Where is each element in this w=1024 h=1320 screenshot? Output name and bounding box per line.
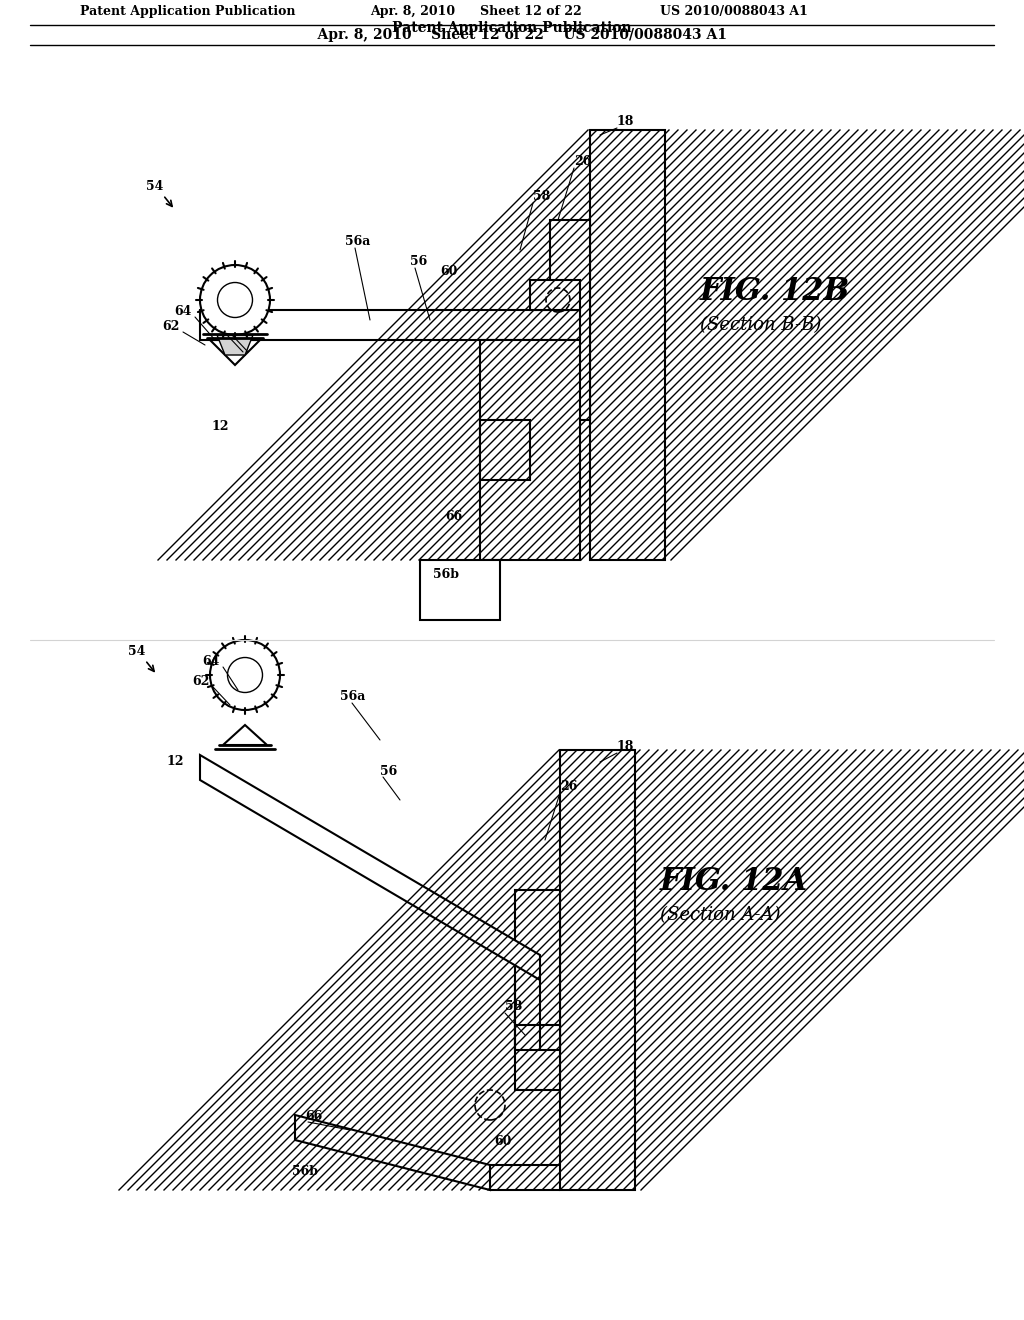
Text: 58: 58 [534, 190, 550, 203]
Text: US 2010/0088043 A1: US 2010/0088043 A1 [660, 5, 808, 18]
Bar [560, 750, 635, 1191]
Text: (Section A-A): (Section A-A) [660, 906, 780, 924]
Text: 12: 12 [211, 420, 228, 433]
Polygon shape [200, 755, 540, 979]
Text: 12: 12 [166, 755, 183, 768]
Text: Apr. 8, 2010: Apr. 8, 2010 [370, 5, 455, 18]
Text: 54: 54 [128, 645, 145, 657]
Bar [480, 420, 530, 480]
Text: 26: 26 [560, 780, 578, 793]
Polygon shape [295, 1115, 490, 1191]
Text: 56: 56 [410, 255, 427, 268]
Text: 18: 18 [617, 115, 635, 128]
Text: Sheet 12 of 22: Sheet 12 of 22 [480, 5, 582, 18]
Circle shape [200, 265, 270, 335]
Text: Patent Application Publication: Patent Application Publication [392, 21, 632, 36]
Text: 62: 62 [193, 675, 210, 688]
Circle shape [217, 282, 253, 318]
Text: 56b: 56b [292, 1166, 318, 1177]
Circle shape [210, 640, 280, 710]
Polygon shape [217, 335, 253, 355]
Polygon shape [515, 1026, 560, 1049]
Text: (Section B-B): (Section B-B) [700, 315, 821, 334]
Bar [420, 560, 500, 620]
Text: Apr. 8, 2010    Sheet 12 of 22    US 2010/0088043 A1: Apr. 8, 2010 Sheet 12 of 22 US 2010/0088… [298, 28, 726, 42]
Text: Patent Application Publication: Patent Application Publication [80, 5, 296, 18]
Text: 56a: 56a [345, 235, 371, 248]
Text: 66: 66 [445, 510, 463, 523]
Text: 58: 58 [505, 1001, 522, 1012]
Text: FIG. 12B: FIG. 12B [700, 276, 850, 308]
Text: 60: 60 [494, 1135, 511, 1148]
Text: 56a: 56a [340, 690, 366, 704]
Circle shape [227, 657, 262, 693]
Text: 64: 64 [203, 655, 220, 668]
Text: 18: 18 [617, 741, 635, 752]
Text: 26: 26 [574, 154, 592, 168]
Text: 56: 56 [380, 766, 397, 777]
Bar [200, 310, 580, 341]
Text: 60: 60 [440, 265, 458, 279]
Bar [590, 129, 665, 560]
Text: 56b: 56b [433, 568, 459, 581]
Bar [480, 341, 580, 560]
Text: 62: 62 [163, 319, 180, 333]
Bar [515, 890, 560, 1090]
Bar [550, 220, 590, 420]
Text: 66: 66 [305, 1110, 323, 1123]
Text: FIG. 12A: FIG. 12A [660, 866, 808, 898]
Text: 64: 64 [175, 305, 193, 318]
Bar [530, 280, 580, 310]
Text: 54: 54 [146, 180, 164, 193]
